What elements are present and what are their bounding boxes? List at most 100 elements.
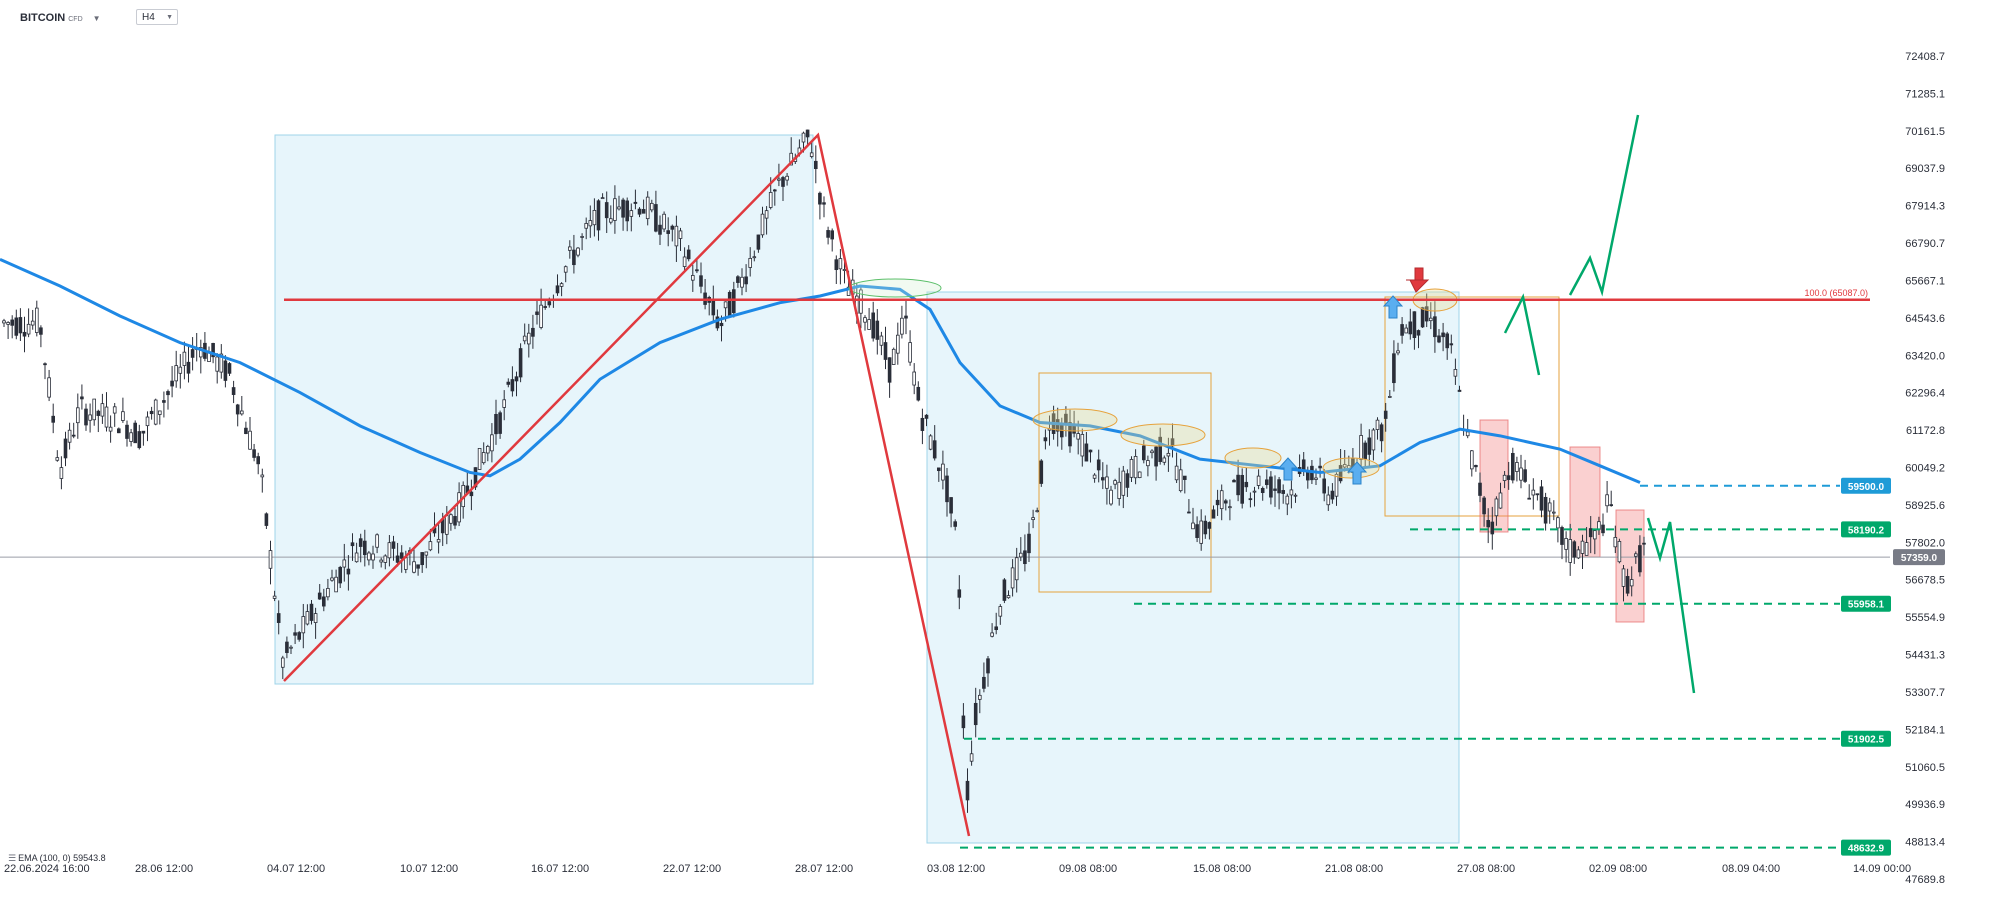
x-axis-tick: 04.07 12:00 <box>267 863 325 875</box>
candle-body <box>1568 539 1573 563</box>
x-axis-tick: 27.08 08:00 <box>1457 863 1515 875</box>
x-axis-tick: 21.08 08:00 <box>1325 863 1383 875</box>
candle-body <box>1162 457 1167 463</box>
projection-line <box>1646 517 1696 694</box>
candle-body <box>157 410 162 415</box>
y-axis-tick: 70161.5 <box>1905 126 1945 138</box>
candle-body <box>834 259 839 271</box>
candle-body <box>949 497 953 514</box>
candle-body <box>1187 511 1191 514</box>
candle-body <box>428 541 433 551</box>
candle-body <box>1576 549 1581 559</box>
candle-body <box>654 204 658 232</box>
y-axis-tick: 47689.8 <box>1905 874 1945 886</box>
candle-body <box>969 753 974 762</box>
x-axis-tick: 28.06 12:00 <box>135 863 193 875</box>
candle-body <box>1465 431 1470 437</box>
candle-body <box>805 129 810 138</box>
candle-body <box>420 552 424 566</box>
chevron-down-icon[interactable]: ▼ <box>92 14 101 23</box>
candle-body <box>317 592 322 600</box>
candle-body <box>2 320 6 324</box>
candle-body <box>457 492 461 523</box>
candle-body <box>67 429 72 443</box>
candle-body <box>1211 509 1216 519</box>
candle-body <box>1634 553 1638 557</box>
candle-body <box>830 230 834 240</box>
candle-body <box>752 256 757 259</box>
y-axis-tick: 55554.9 <box>1905 612 1945 624</box>
candle-body <box>859 289 863 314</box>
candle-body <box>1433 316 1437 338</box>
price-level-badge <box>1841 595 1891 612</box>
candle-body <box>449 514 453 524</box>
candle-body <box>584 223 588 229</box>
candle-body <box>166 391 170 396</box>
candle-body <box>1322 478 1327 494</box>
candle-body <box>1154 446 1158 467</box>
candle-body <box>1597 521 1601 530</box>
candle-body <box>1363 442 1368 459</box>
candle-body <box>301 616 306 634</box>
candle-body <box>1318 465 1322 469</box>
timeframe-value: H4 <box>142 12 155 23</box>
candle-body <box>982 676 986 689</box>
touch-highlight <box>1120 423 1206 447</box>
candle-body <box>112 406 117 414</box>
candle-body <box>1207 522 1212 529</box>
candle-body <box>481 452 486 464</box>
candle-body <box>1109 489 1113 505</box>
candle-body <box>1367 437 1372 455</box>
candle-body <box>1392 353 1396 384</box>
candle-body <box>494 413 498 435</box>
x-axis-tick: 03.08 12:00 <box>927 863 985 875</box>
candle-body <box>1478 482 1482 496</box>
candle-body <box>1191 522 1195 530</box>
candle-body <box>1146 460 1150 467</box>
candle-body <box>568 246 572 251</box>
candle-body <box>928 435 933 450</box>
candle-body <box>1334 473 1339 497</box>
arrow-up-icon <box>1346 461 1368 485</box>
candle-body <box>916 386 921 401</box>
candle-body <box>563 266 568 273</box>
candle-body <box>88 414 92 421</box>
x-axis-tick: 16.07 12:00 <box>531 863 589 875</box>
candle-body <box>18 317 23 334</box>
candle-body <box>510 379 515 392</box>
candle-body <box>1035 510 1040 513</box>
chart-toolbar: BITCOIN CFD ▼ H4 ▼ <box>0 0 1994 28</box>
candle-body <box>1416 330 1421 336</box>
price-level-badge <box>1841 477 1891 494</box>
candle-body <box>1371 429 1376 451</box>
candle-body <box>1326 494 1331 506</box>
fib-level-label: 100.0 (65087.0) <box>1804 288 1868 298</box>
candle-body <box>756 234 761 250</box>
symbol-selector[interactable]: BITCOIN CFD ▼ <box>20 12 101 24</box>
candle-body <box>264 513 269 526</box>
candle-body <box>600 197 605 200</box>
projection-line <box>1503 293 1541 376</box>
candle-body <box>818 192 822 205</box>
candle-body <box>740 276 744 288</box>
candle-body <box>1383 410 1388 419</box>
candle-body <box>973 702 978 726</box>
candle-body <box>773 189 777 192</box>
candle-body <box>1166 452 1171 457</box>
timeframe-select[interactable]: H4 ▼ <box>136 9 178 25</box>
x-axis-tick: 22.07 12:00 <box>663 863 721 875</box>
y-axis-tick: 51060.5 <box>1905 762 1945 774</box>
candle-body <box>371 553 375 561</box>
candle-body <box>330 577 334 581</box>
candle-body <box>625 200 629 222</box>
candle-body <box>326 588 330 598</box>
candle-body <box>358 538 363 547</box>
indicator-legend[interactable]: ☰ EMA (100, 0) 59543.8 <box>8 853 106 864</box>
candle-body <box>535 311 539 315</box>
candle-body <box>1441 332 1445 338</box>
candle-body <box>1289 489 1294 496</box>
candle-body <box>1174 465 1179 481</box>
candle-body <box>223 360 228 381</box>
candle-body <box>260 474 265 478</box>
